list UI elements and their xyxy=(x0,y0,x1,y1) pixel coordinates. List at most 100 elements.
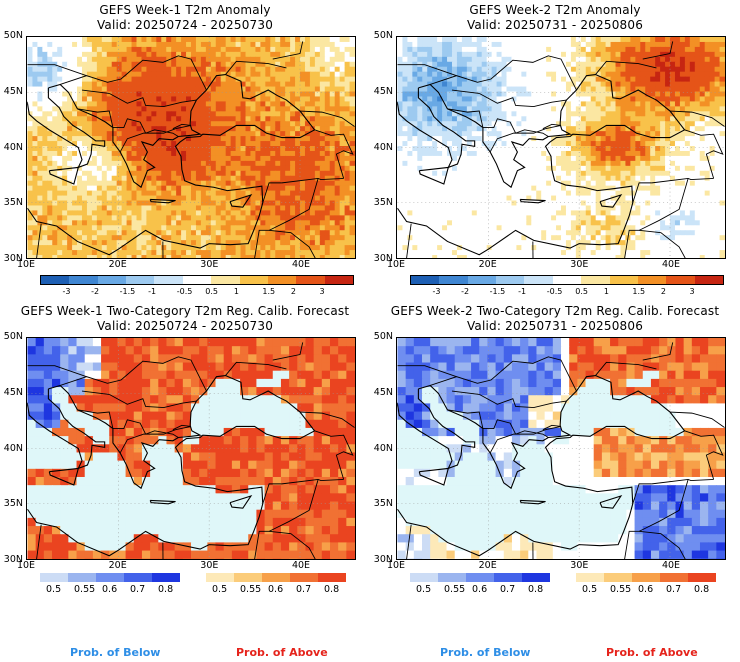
colorbar-swatch xyxy=(69,276,98,284)
colorbar-tick-label: 0.5 xyxy=(575,287,588,296)
field-cells xyxy=(27,37,355,258)
coastlines xyxy=(27,74,316,256)
colorbar-swatch xyxy=(97,276,127,284)
colorbar-tick-label: -1 xyxy=(148,287,157,296)
prob-tick-label: 0.6 xyxy=(472,584,488,595)
country-borders xyxy=(27,342,355,559)
panel-title-3-line1: GEFS Week-1 Two-Category T2m Reg. Calib.… xyxy=(20,304,350,318)
prob-tick-label: 0.7 xyxy=(500,584,516,595)
prob-swatch xyxy=(632,573,660,582)
colorbar-tick-label: 1.5 xyxy=(632,287,646,296)
map-week2-anomaly-canvas xyxy=(397,37,725,258)
lat-label: 40N xyxy=(3,442,23,454)
lat-label: 45N xyxy=(3,85,23,97)
lat-label: 35N xyxy=(373,498,393,510)
colorbar-tick-label: 2 xyxy=(660,287,666,296)
prob-swatch xyxy=(576,573,604,582)
lon-label: 20E xyxy=(478,560,497,571)
lon-label: 20E xyxy=(108,259,127,270)
prob-above-caption-1: Prob. of Above xyxy=(236,646,328,659)
prob-tick-label: 0.8 xyxy=(528,584,544,595)
lat-label: 30N xyxy=(373,253,393,264)
coastlines xyxy=(397,74,686,256)
prob-swatch xyxy=(40,573,68,582)
prob-swatch xyxy=(410,573,438,582)
lon-label: 40E xyxy=(291,259,311,270)
colorbar-swatch xyxy=(154,276,183,284)
colorbar-tick-label: -2 xyxy=(91,287,100,296)
colorbar-tick-label: -1 xyxy=(518,287,527,296)
lat-label: 45N xyxy=(373,386,393,398)
colorbar-tick-label: -3 xyxy=(62,287,71,296)
prob-swatch xyxy=(466,573,494,582)
prob-swatch xyxy=(604,573,632,582)
map-week1-anomaly-canvas xyxy=(27,37,355,258)
panel-title-1-line2: Valid: 20250724 - 20250730 xyxy=(96,18,274,32)
prob-below-bar-2 xyxy=(410,573,550,582)
prob-swatch xyxy=(290,573,318,582)
prob-tick-label: 0.5 xyxy=(212,584,228,595)
prob-tick-label: 0.55 xyxy=(444,584,466,595)
panel-title-2: GEFS Week-2 T2m Anomaly Valid: 20250731 … xyxy=(370,3,740,33)
prob-swatch xyxy=(152,573,180,582)
prob-tick-label: 0.6 xyxy=(102,584,118,595)
panel-title-4-line1: GEFS Week-2 Two-Category T2m Reg. Calib.… xyxy=(390,304,720,318)
map-week2-probability xyxy=(396,337,726,560)
lat-label: 50N xyxy=(373,331,393,342)
prob-swatch xyxy=(234,573,262,582)
prob-swatch xyxy=(438,573,466,582)
lat-label: 45N xyxy=(373,85,393,97)
lon-label: 30E xyxy=(200,259,219,270)
prob-tick-label: 0.6 xyxy=(638,584,654,595)
colorbar-tick-label: -0.5 xyxy=(176,287,193,296)
lat-label: 30N xyxy=(3,554,23,565)
colorbar-tick-label: -3 xyxy=(432,287,441,296)
prob-swatch xyxy=(262,573,290,582)
prob-tick-label: 0.7 xyxy=(666,584,682,595)
panel-title-3-line2: Valid: 20250724 - 20250730 xyxy=(96,319,274,333)
colorbar-tick-label: -2 xyxy=(461,287,470,296)
colorbar-swatch xyxy=(581,276,610,284)
colorbar-swatch xyxy=(439,276,468,284)
prob-swatch xyxy=(660,573,688,582)
colorbar-swatch xyxy=(496,276,525,284)
prob-tick-label: 0.8 xyxy=(158,584,174,595)
prob-swatch xyxy=(318,573,346,582)
panel-title-2-line2: Valid: 20250731 - 20250806 xyxy=(466,18,644,32)
colorbar-swatch xyxy=(239,276,268,284)
coastlines xyxy=(397,375,686,557)
lat-label: 40N xyxy=(373,141,393,153)
colorbar-swatch xyxy=(666,276,695,284)
anomaly-colorbar-2 xyxy=(410,275,724,285)
colorbar-tick-label: 1.5 xyxy=(262,287,276,296)
lat-label: 50N xyxy=(373,30,393,41)
prob-tick-label: 0.5 xyxy=(582,584,598,595)
map-week1-probability-canvas xyxy=(27,338,355,559)
prob-tick-label: 0.7 xyxy=(130,584,146,595)
prob-tick-label: 0.55 xyxy=(74,584,96,595)
prob-above-bar-2 xyxy=(576,573,716,582)
lon-label: 10E xyxy=(386,259,406,270)
lat-label: 35N xyxy=(3,498,23,510)
colorbar-swatch xyxy=(211,276,240,284)
colorbar-swatch xyxy=(296,276,325,284)
panel-title-1: GEFS Week-1 T2m Anomaly Valid: 20250724 … xyxy=(0,3,370,33)
coastlines xyxy=(27,375,316,557)
panel-title-3: GEFS Week-1 Two-Category T2m Reg. Calib.… xyxy=(0,304,370,334)
field-cells xyxy=(397,338,725,559)
lat-label: 40N xyxy=(3,141,23,153)
panel-title-2-line1: GEFS Week-2 T2m Anomaly xyxy=(469,3,641,17)
prob-tick-label: 0.8 xyxy=(324,584,340,595)
colorbar-tick-label: 1 xyxy=(603,287,609,296)
lon-label: 10E xyxy=(16,259,36,270)
lon-label: 30E xyxy=(570,259,589,270)
lon-label: 40E xyxy=(661,259,681,270)
prob-tick-label: 0.7 xyxy=(296,584,312,595)
prob-swatch xyxy=(688,573,716,582)
colorbar-swatch xyxy=(411,276,440,284)
map-week1-probability xyxy=(26,337,356,560)
panel-title-4-line2: Valid: 20250731 - 20250806 xyxy=(466,319,644,333)
prob-tick-label: 0.5 xyxy=(416,584,432,595)
colorbar-swatch xyxy=(467,276,497,284)
lon-label: 40E xyxy=(291,560,311,571)
